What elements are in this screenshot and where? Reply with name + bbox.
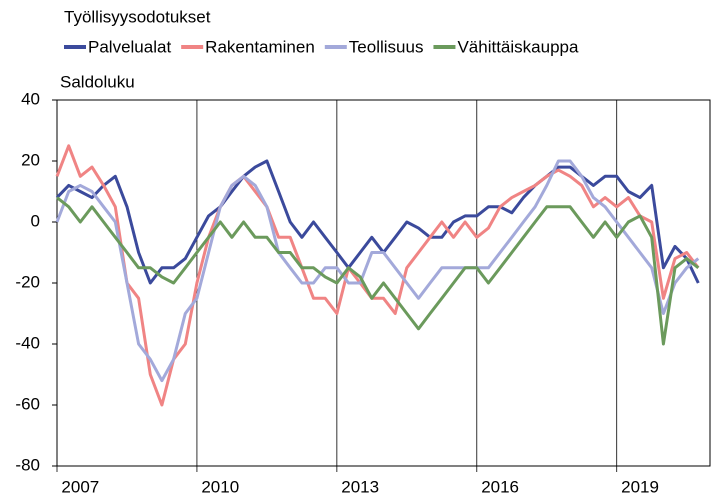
legend-label: Vähittäiskauppa [457,37,579,56]
y-tick-label: 0 [31,211,40,230]
y-tick-label: 20 [21,150,40,169]
legend-label: Teollisuus [349,37,424,56]
series-line [56,196,700,346]
x-tick-label: 2013 [341,477,379,496]
x-tick-label: 2010 [201,477,239,496]
series-line [55,159,700,383]
y-tick-label: 40 [21,89,40,108]
y-tick-label: -60 [15,394,40,413]
y-axis-label: Saldoluku [60,72,135,91]
y-tick-label: -80 [15,455,40,474]
x-tick-label: 2016 [481,477,519,496]
x-tick-label: 2019 [621,477,659,496]
x-tick-label: 2007 [61,477,99,496]
y-tick-label: -40 [15,333,40,352]
series-line [55,144,700,407]
plot-frame [56,99,711,467]
y-tick-label: -20 [15,272,40,291]
legend-label: Rakentaminen [205,37,315,56]
legend-label: Palvelualat [88,37,171,56]
series-line [55,159,700,285]
chart-title: Työllisyysodotukset [64,7,211,26]
